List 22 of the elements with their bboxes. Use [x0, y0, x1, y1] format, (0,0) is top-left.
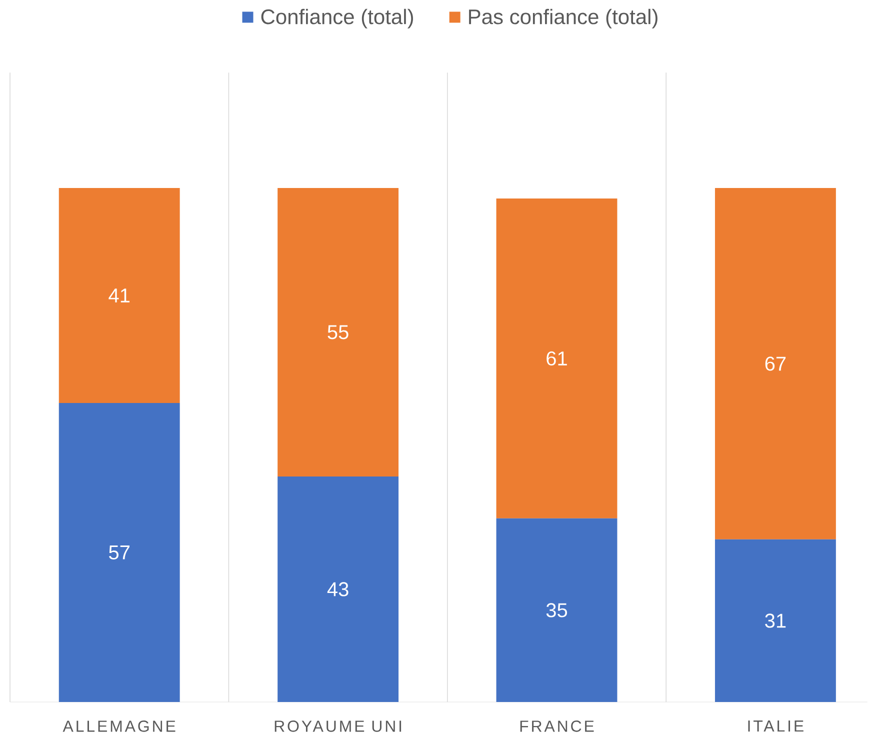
- data-label: 31: [765, 614, 786, 628]
- bar: [496, 198, 618, 518]
- legend-label: Confiance (total): [261, 8, 413, 28]
- bar: [714, 188, 836, 540]
- x-tick-label: ALLEMAGNE: [62, 720, 176, 732]
- legend-label: Pas confiance (total): [469, 8, 658, 28]
- bar: [278, 188, 399, 476]
- x-tick-label: ROYAUME UNI: [274, 720, 402, 732]
- data-label: 43: [327, 582, 348, 596]
- bar: [58, 403, 180, 702]
- data-label: 35: [546, 603, 568, 618]
- bar: [496, 518, 618, 702]
- bar: [58, 188, 180, 404]
- data-label: 67: [765, 356, 786, 371]
- data-label: 41: [108, 288, 130, 302]
- data-label: 55: [328, 325, 348, 340]
- x-tick-label: ITALIE: [748, 720, 804, 732]
- bar: [714, 539, 836, 702]
- data-label: 61: [546, 351, 567, 366]
- x-tick-label: FRANCE: [520, 720, 594, 732]
- bar: [278, 476, 399, 702]
- data-label: 57: [109, 546, 130, 560]
